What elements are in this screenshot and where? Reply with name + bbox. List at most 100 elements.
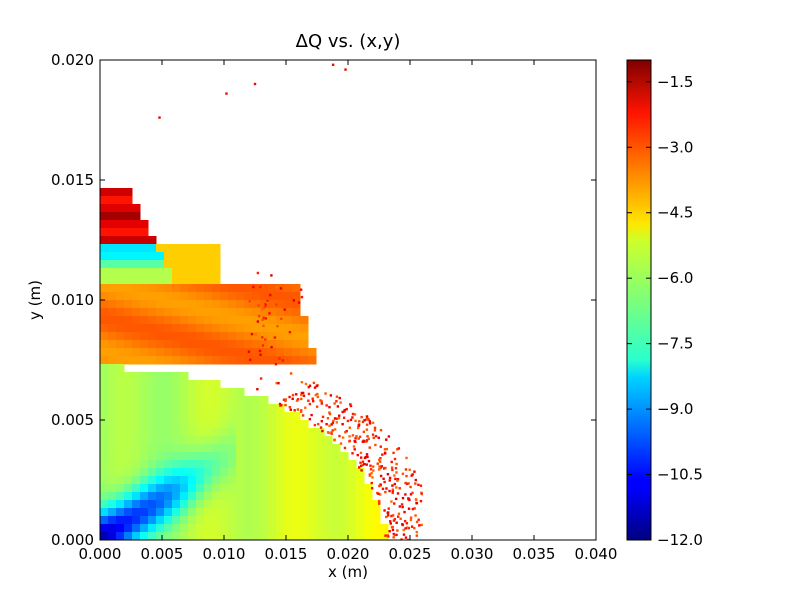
scatter-point [378,501,381,505]
heatmap-cell [124,468,133,477]
heatmap-cell [140,404,149,413]
heatmap-cell [220,332,229,341]
heatmap-cell [332,452,341,461]
heatmap-cell [164,388,173,397]
heatmap-cell [212,292,221,301]
heatmap-cell [188,332,197,341]
heatmap-cell [148,276,157,285]
scatter-point [394,467,398,470]
scatter-point [415,530,419,534]
heatmap-cell [100,252,109,261]
chart-title: ΔQ vs. (x,y) [296,31,401,52]
heatmap-cell [132,404,141,413]
scatter-point [397,512,401,515]
scatter-point [300,397,303,401]
heatmap-cell [228,516,237,525]
scatter-point [248,304,252,308]
scatter-point [277,382,280,385]
heatmap-cell [188,500,197,509]
heatmap-cell [108,364,117,373]
heatmap-cell [204,244,213,253]
scatter-point [351,452,354,455]
x-tick-label: 0.030 [451,545,494,563]
heatmap-cell [348,500,357,509]
heatmap-cell [156,308,165,317]
heatmap-cell [116,284,125,293]
heatmap-cell [156,388,165,397]
scatter-point [365,415,369,418]
heatmap-cell [116,516,125,525]
scatter-point [354,437,357,440]
heatmap-cell [148,308,157,317]
scatter-point [351,412,355,416]
heatmap-cell [108,452,117,461]
heatmap-cell [188,340,197,349]
scatter-point [307,385,310,389]
heatmap-cell [228,316,237,325]
scatter-point [283,308,286,311]
heatmap-cell [124,332,133,341]
heatmap-cell [188,356,197,365]
scatter-point [312,381,316,385]
heatmap-cell [244,324,253,333]
heatmap-cell [196,508,205,517]
heatmap-cell [100,188,109,197]
heatmap-cell [308,468,317,477]
scatter-point [393,457,397,461]
heatmap-cell [324,452,333,461]
heatmap-cell [156,420,165,429]
heatmap-cell [196,244,205,253]
heatmap-cell [180,484,189,493]
heatmap-cell [140,388,149,397]
heatmap-cell [300,428,309,437]
heatmap-cell [204,324,213,333]
heatmap-cell [204,300,213,309]
heatmap-cell [268,284,277,293]
heatmap-cell [148,356,157,365]
heatmap-cell [172,316,181,325]
heatmap-cell [188,420,197,429]
scatter-point [264,303,267,306]
heatmap-cell [124,348,133,357]
heatmap-cell [108,508,117,517]
scatter-point [320,419,323,423]
heatmap-cell [164,348,173,357]
scatter-point [371,465,375,468]
heatmap-cell [108,340,117,349]
heatmap-cell [236,332,245,341]
heatmap-cell [100,284,109,293]
heatmap-cell [100,276,109,285]
heatmap-cell [220,452,229,461]
heatmap-cell [108,516,117,525]
heatmap-cell [340,460,349,469]
heatmap-cell [268,436,277,445]
heatmap-cell [300,516,309,525]
heatmap-cell [252,436,261,445]
heatmap-cell [156,340,165,349]
heatmap-cell [132,460,141,469]
heatmap-cell [156,348,165,357]
heatmap-cell [148,444,157,453]
heatmap-cell [292,468,301,477]
scatter-point [326,417,330,420]
heatmap-cell [244,452,253,461]
heatmap-cell [164,316,173,325]
heatmap-cell [260,436,269,445]
heatmap-cell [156,484,165,493]
heatmap-cell [156,508,165,517]
heatmap-cell [236,524,245,533]
heatmap-cell [124,404,133,413]
heatmap-cell [204,252,213,261]
heatmap-cell [132,532,141,540]
scatter-point [291,393,295,397]
scatter-point [280,403,283,407]
heatmap-cell [260,452,269,461]
heatmap-cell [156,244,165,253]
heatmap-cell [196,532,205,540]
scatter-point [367,437,370,441]
heatmap-cell [180,252,189,261]
heatmap-cell [156,396,165,405]
heatmap-cell [116,212,125,221]
heatmap-cell [180,292,189,301]
heatmap-cell [108,380,117,389]
